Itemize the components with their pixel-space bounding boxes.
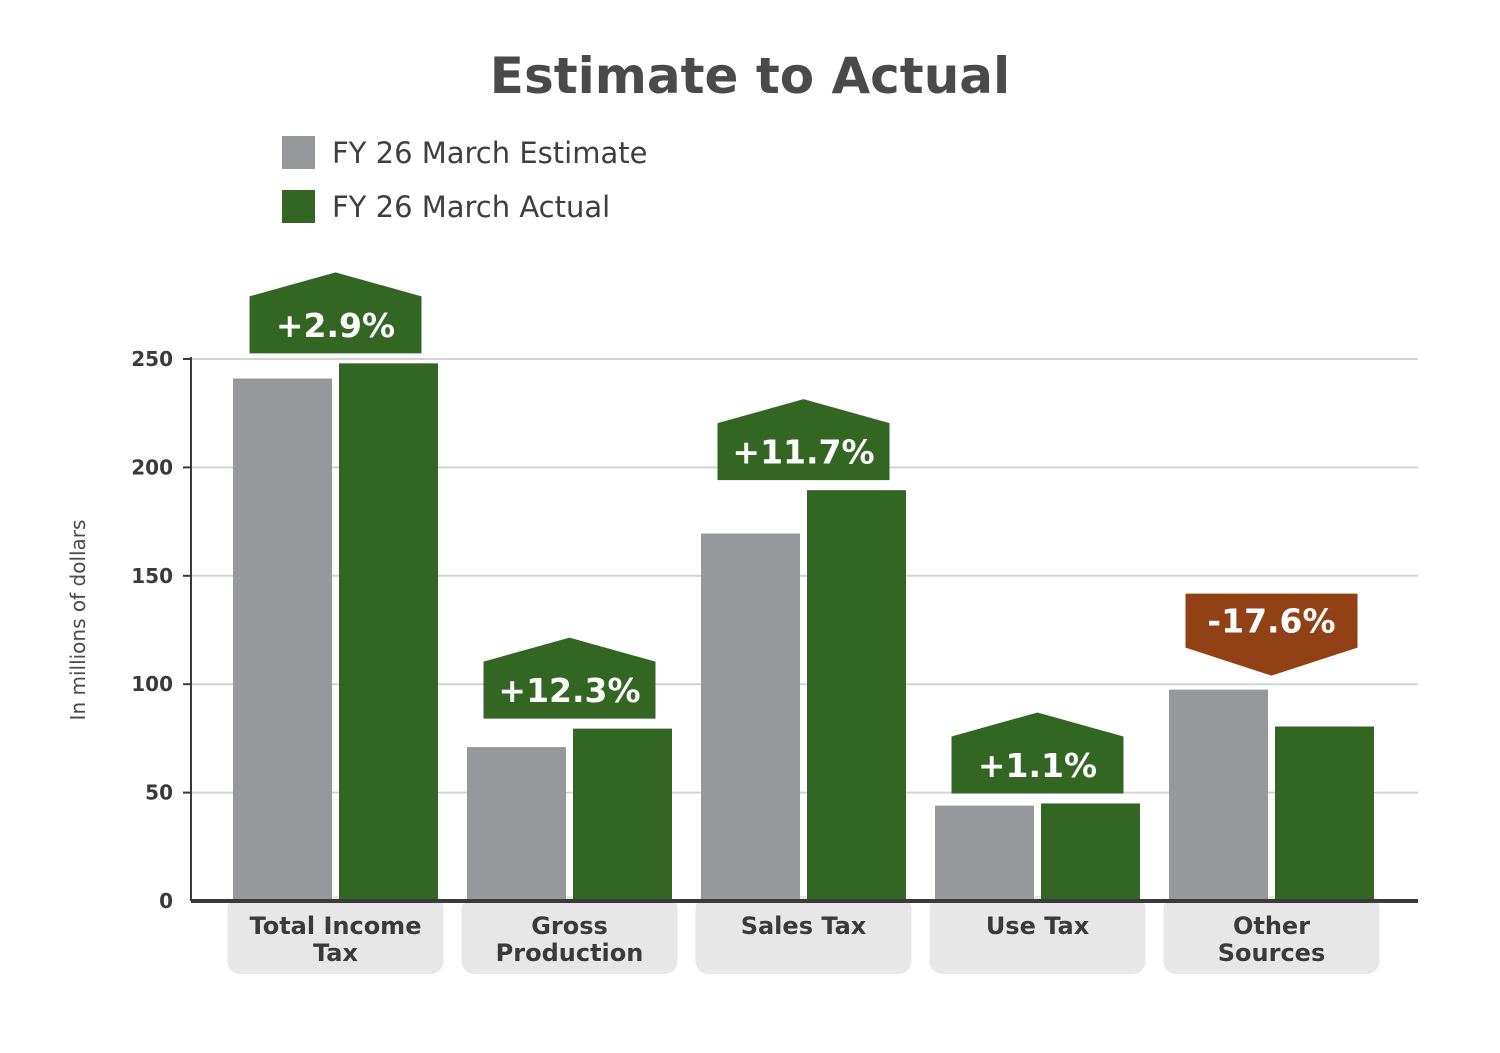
bar-actual [1041,803,1140,901]
chart-title: Estimate to Actual [490,47,1010,105]
bar-actual [573,729,672,901]
legend-swatch-estimate [282,136,315,169]
category-label: Sources [1218,939,1325,967]
percent-change-label: +2.9% [276,306,395,345]
percent-change-label: +12.3% [498,671,640,710]
bar-actual [339,363,438,901]
y-tick-label: 250 [131,347,173,371]
legend-label-actual: FY 26 March Actual [332,190,610,224]
bar-estimate [1169,690,1268,901]
y-tick-label: 150 [131,564,173,588]
percent-change-label: -17.6% [1207,602,1335,641]
category-label: Production [496,939,644,967]
legend: FY 26 March Estimate FY 26 March Actual [282,136,647,224]
legend-swatch-actual [282,190,315,223]
category-label: Sales Tax [741,912,867,940]
y-axis-ticks: 0 50 100 150 200 250 [131,347,173,913]
bar-estimate [701,534,800,901]
bar-actual [807,490,906,901]
category-label: Tax [313,939,358,967]
bar-estimate [935,806,1034,901]
category-label: Use Tax [986,912,1090,940]
y-tick-label: 0 [159,889,173,913]
y-axis-label: In millions of dollars [66,520,90,721]
y-tick-label: 200 [131,455,173,479]
y-tick-label: 50 [145,781,173,805]
legend-label-estimate: FY 26 March Estimate [332,136,647,170]
bar-estimate [467,747,566,901]
category-label: Other [1233,912,1310,940]
estimate-to-actual-chart: Estimate to Actual FY 26 March Estimate … [0,0,1500,1053]
category-label: Total Income [250,912,422,940]
bar-actual [1275,726,1374,901]
percent-change-label: +11.7% [732,433,874,472]
category-label: Gross [531,912,608,940]
y-tick-label: 100 [131,672,173,696]
bar-estimate [233,379,332,901]
percent-change-label: +1.1% [978,746,1097,785]
